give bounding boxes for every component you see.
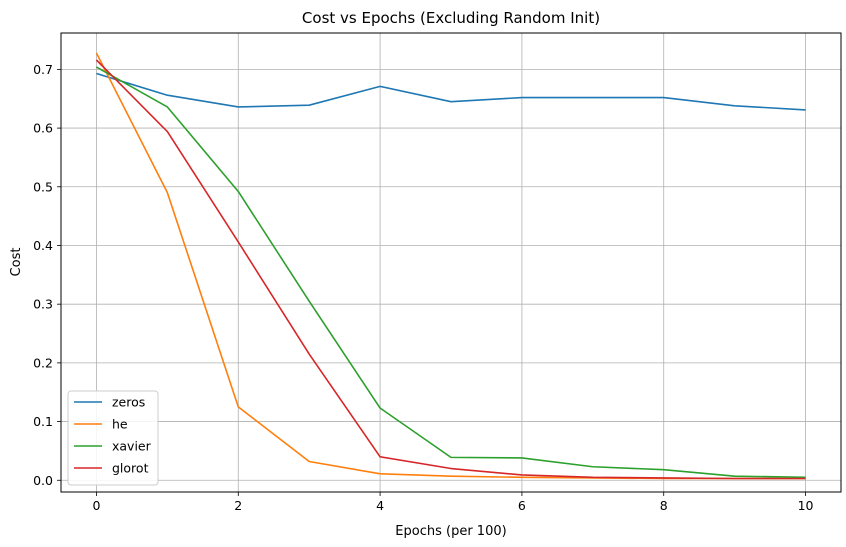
y-tick-label: 0.5 — [33, 179, 53, 194]
series-line-xavier — [96, 66, 806, 479]
x-tick-label: 0 — [92, 498, 100, 513]
x-tick-label: 6 — [518, 498, 526, 513]
series-line-zeros — [96, 72, 806, 111]
x-axis-label: Epochs (per 100) — [395, 524, 506, 539]
legend-box — [67, 390, 159, 486]
legend-label-he: he — [112, 417, 128, 432]
y-tick-label: 0.2 — [33, 355, 53, 370]
axis-ticks: 0 2 4 6 8 10 0.0 0.1 0.2 0.3 0.4 0.5 0.6 0.7 — [33, 62, 813, 513]
series-line-glorot — [95, 59, 806, 480]
x-tick-label: 10 — [798, 498, 814, 513]
y-axis-label: Cost — [9, 248, 24, 277]
x-tick-label: 2 — [234, 498, 242, 513]
y-tick-label: 0.3 — [33, 297, 53, 312]
series-lines — [95, 52, 806, 480]
y-tick-label: 0.1 — [33, 414, 53, 429]
legend: zeros he xavier glorot — [67, 390, 159, 486]
chart-title: Cost vs Epochs (Excluding Random Init) — [302, 9, 600, 27]
legend-label-glorot: glorot — [112, 461, 149, 476]
y-tick-label: 0.0 — [33, 473, 53, 488]
x-tick-label: 8 — [660, 498, 668, 513]
y-tick-label: 0.7 — [33, 62, 53, 77]
plot-frame — [60, 32, 842, 493]
legend-label-zeros: zeros — [112, 395, 145, 410]
y-tick-label: 0.4 — [33, 238, 53, 253]
series-line-he — [95, 52, 806, 480]
legend-label-xavier: xavier — [112, 439, 152, 454]
x-tick-label: 4 — [376, 498, 384, 513]
y-tick-label: 0.6 — [33, 121, 53, 136]
